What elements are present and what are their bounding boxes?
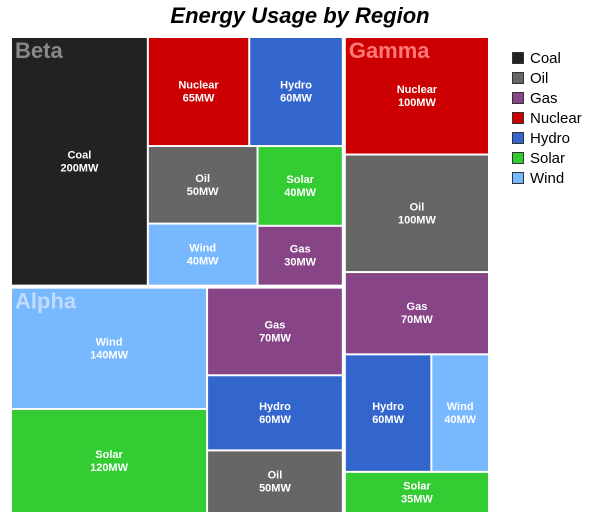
legend-item-coal: Coal <box>512 48 582 68</box>
legend-label: Wind <box>530 169 565 187</box>
legend-swatch <box>512 92 524 104</box>
legend-item-oil: Oil <box>512 68 582 88</box>
treemap-cell-beta-oil <box>148 147 257 223</box>
cell-label: Wind <box>447 401 474 413</box>
region-label-gamma: Gamma <box>349 38 430 63</box>
chart-title: Energy Usage by Region <box>170 3 430 28</box>
cell-value-label: 200MW <box>60 162 99 174</box>
treemap-cell-beta-wind <box>148 224 257 285</box>
cell-label: Wind <box>189 243 216 255</box>
treemap-cell-alpha-oil <box>208 451 342 512</box>
legend-item-wind: Wind <box>512 168 582 188</box>
treemap-cell-gamma-hydro <box>345 355 431 471</box>
treemap-cell-gamma-gas <box>345 273 488 354</box>
treemap-cell-alpha-wind <box>12 288 207 408</box>
cell-label: Solar <box>403 480 431 492</box>
legend-swatch <box>512 52 524 64</box>
treemap-cell-gamma-solar <box>345 472 488 512</box>
legend-swatch <box>512 152 524 164</box>
legend-swatch <box>512 112 524 124</box>
treemap-cell-alpha-hydro <box>208 376 342 450</box>
cell-value-label: 35MW <box>401 493 433 505</box>
treemap-cell-beta-hydro <box>250 38 342 146</box>
treemap-cell-beta-gas <box>258 226 342 285</box>
treemap-cell-gamma-nuclear <box>345 38 488 154</box>
legend-label: Hydro <box>530 129 571 147</box>
cell-label: Hydro <box>259 401 291 413</box>
cell-label: Oil <box>410 201 425 213</box>
cell-label: Nuclear <box>397 84 438 96</box>
cell-label: Wind <box>96 336 123 348</box>
cell-value-label: 120MW <box>90 462 129 474</box>
cell-value-label: 60MW <box>372 414 404 426</box>
cell-value-label: 100MW <box>398 97 437 109</box>
treemap-cell-beta-solar <box>258 147 342 225</box>
cell-label: Gas <box>290 244 311 256</box>
cell-label: Oil <box>268 470 283 482</box>
cell-value-label: 100MW <box>398 214 437 226</box>
cell-value-label: 60MW <box>259 414 291 426</box>
cell-value-label: 70MW <box>401 314 433 326</box>
cell-label: Hydro <box>372 401 404 413</box>
cell-value-label: 40MW <box>187 256 219 268</box>
legend-swatch <box>512 72 524 84</box>
legend-swatch <box>512 172 524 184</box>
cell-label: Gas <box>265 319 286 331</box>
legend-label: Oil <box>530 69 549 87</box>
cell-label: Coal <box>67 149 91 161</box>
treemap-cell-alpha-solar <box>12 409 207 512</box>
cell-label: Solar <box>286 174 314 186</box>
cell-label: Nuclear <box>178 80 219 92</box>
cell-label: Solar <box>95 449 123 461</box>
treemap-cell-beta-nuclear <box>148 38 249 146</box>
cell-value-label: 60MW <box>280 93 312 105</box>
legend-label: Coal <box>530 49 561 67</box>
legend-swatch <box>512 132 524 144</box>
cell-value-label: 50MW <box>187 186 219 198</box>
cell-value-label: 140MW <box>90 349 129 361</box>
legend-item-solar: Solar <box>512 148 582 168</box>
cell-value-label: 65MW <box>183 93 215 105</box>
cell-value-label: 30MW <box>284 257 316 269</box>
legend-item-hydro: Hydro <box>512 128 582 148</box>
legend-item-gas: Gas <box>512 88 582 108</box>
cell-value-label: 50MW <box>259 483 291 495</box>
legend: Coal Oil Gas Nuclear Hydro Solar Wind <box>512 48 582 188</box>
cell-value-label: 40MW <box>284 187 316 199</box>
cell-value-label: 40MW <box>444 414 476 426</box>
cell-label: Gas <box>407 301 428 313</box>
cell-label: Hydro <box>280 80 312 92</box>
region-gamma: Nuclear100MWOil100MWGas70MWHydro60MWWind… <box>345 38 488 512</box>
treemap-cell-alpha-gas <box>208 288 342 375</box>
cell-value-label: 70MW <box>259 332 291 344</box>
treemap-cell-gamma-oil <box>345 155 488 272</box>
legend-label: Nuclear <box>530 109 582 127</box>
legend-item-nuclear: Nuclear <box>512 108 582 128</box>
legend-label: Gas <box>530 89 558 107</box>
treemap-cell-beta-coal <box>12 38 147 285</box>
treemap-cell-gamma-wind <box>432 355 488 471</box>
region-label-beta: Beta <box>15 38 63 63</box>
cell-label: Oil <box>195 173 210 185</box>
legend-label: Solar <box>530 149 566 167</box>
region-label-alpha: Alpha <box>15 289 77 314</box>
